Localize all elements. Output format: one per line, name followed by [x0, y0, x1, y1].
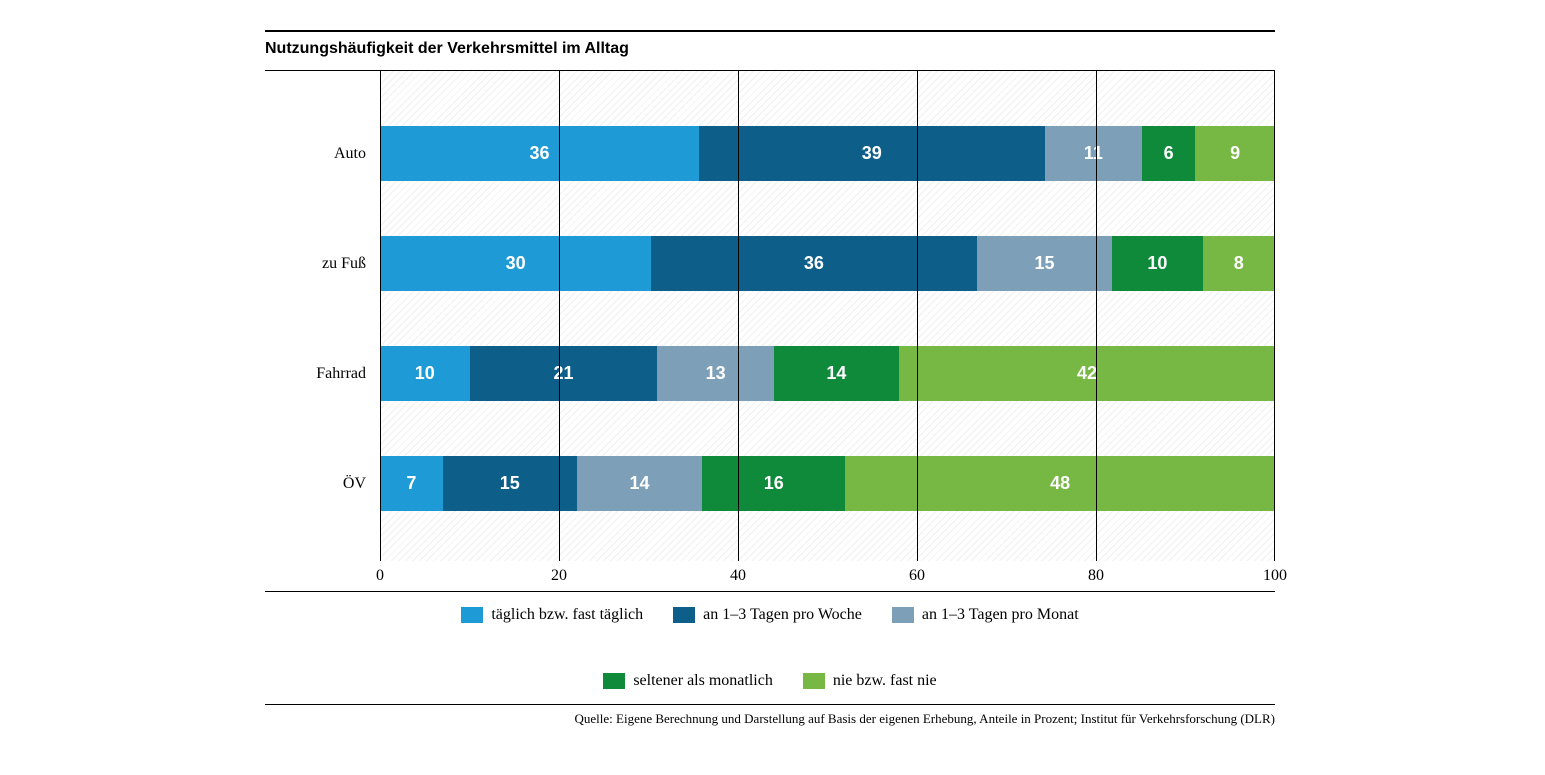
- bar-segment: 10: [1112, 236, 1202, 291]
- source-line: Quelle: Eigene Berechnung und Darstellun…: [265, 711, 1275, 727]
- bar-row: 303615108: [380, 236, 1275, 291]
- gridline: [1274, 71, 1275, 561]
- bar-segment: 10: [380, 346, 470, 401]
- gridline: [380, 71, 381, 561]
- rule-above-legend: [265, 591, 1275, 592]
- gridline: [738, 71, 739, 561]
- x-axis-label: 0: [376, 567, 384, 585]
- x-axis-label: 20: [551, 567, 567, 585]
- bar-segment: 21: [470, 346, 658, 401]
- bar-row: 36391169: [380, 126, 1275, 181]
- legend-swatch: [461, 607, 483, 623]
- bar-segment: 14: [577, 456, 702, 511]
- legend-item: an 1–3 Tagen pro Monat: [892, 606, 1079, 624]
- bar-segment: 48: [845, 456, 1275, 511]
- bar-row: 715141648: [380, 456, 1275, 511]
- bar-segment: 36: [651, 236, 976, 291]
- legend-label: an 1–3 Tagen pro Monat: [922, 606, 1079, 624]
- bar-segment: 42: [899, 346, 1275, 401]
- x-axis: 020406080100: [380, 561, 1275, 591]
- legend-label: nie bzw. fast nie: [833, 672, 937, 690]
- gridline: [559, 71, 560, 561]
- y-axis-label: Fahrrad: [316, 365, 366, 383]
- legend-label: täglich bzw. fast täglich: [491, 606, 643, 624]
- bar-segment: 8: [1203, 236, 1275, 291]
- legend-swatch: [603, 673, 625, 689]
- legend-item: nie bzw. fast nie: [803, 672, 937, 690]
- bar-segment: 11: [1045, 126, 1142, 181]
- bar-segment: 6: [1142, 126, 1195, 181]
- legend-swatch: [673, 607, 695, 623]
- bar-segment: 30: [380, 236, 651, 291]
- legend-swatch: [892, 607, 914, 623]
- gridline: [917, 71, 918, 561]
- x-axis-label: 100: [1263, 567, 1287, 585]
- legend-item: täglich bzw. fast täglich: [461, 606, 643, 624]
- bar-segment: 15: [443, 456, 577, 511]
- y-axis-label: ÖV: [343, 475, 366, 493]
- bar-segment: 16: [702, 456, 845, 511]
- bar-segment: 39: [699, 126, 1045, 181]
- bar-segment: 36: [380, 126, 699, 181]
- x-axis-label: 80: [1088, 567, 1104, 585]
- bar-segment: 13: [657, 346, 773, 401]
- legend-swatch: [803, 673, 825, 689]
- legend-label: an 1–3 Tagen pro Woche: [703, 606, 862, 624]
- y-axis-labels: Auto zu Fuß Fahrrad ÖV: [265, 71, 380, 561]
- bar-segment: 15: [977, 236, 1113, 291]
- x-axis-label: 60: [909, 567, 925, 585]
- bar-row: 1021131442: [380, 346, 1275, 401]
- bar-segment: 14: [774, 346, 899, 401]
- rule-top: [265, 30, 1275, 32]
- y-axis-label: Auto: [334, 145, 366, 163]
- rule-below-legend: [265, 704, 1275, 705]
- legend-item: seltener als monatlich: [603, 672, 773, 690]
- legend: täglich bzw. fast täglich an 1–3 Tagen pr…: [265, 602, 1275, 694]
- chart-grid: 363911693036151081021131442715141648: [380, 71, 1275, 561]
- y-axis-label: zu Fuß: [322, 255, 366, 273]
- chart-container: Nutzungshäufigkeit der Verkehrsmittel im…: [265, 30, 1275, 727]
- plot-area: Autozu FußFahrradÖV 36391169303615108102…: [265, 71, 1275, 561]
- bars-layer: 363911693036151081021131442715141648: [380, 71, 1275, 561]
- legend-item: an 1–3 Tagen pro Woche: [673, 606, 862, 624]
- x-axis-label: 40: [730, 567, 746, 585]
- gridline: [1096, 71, 1097, 561]
- legend-label: seltener als monatlich: [633, 672, 773, 690]
- bar-segment: 9: [1195, 126, 1275, 181]
- bar-segment: 7: [380, 456, 443, 511]
- chart-title: Nutzungshäufigkeit der Verkehrsmittel im…: [265, 40, 1275, 58]
